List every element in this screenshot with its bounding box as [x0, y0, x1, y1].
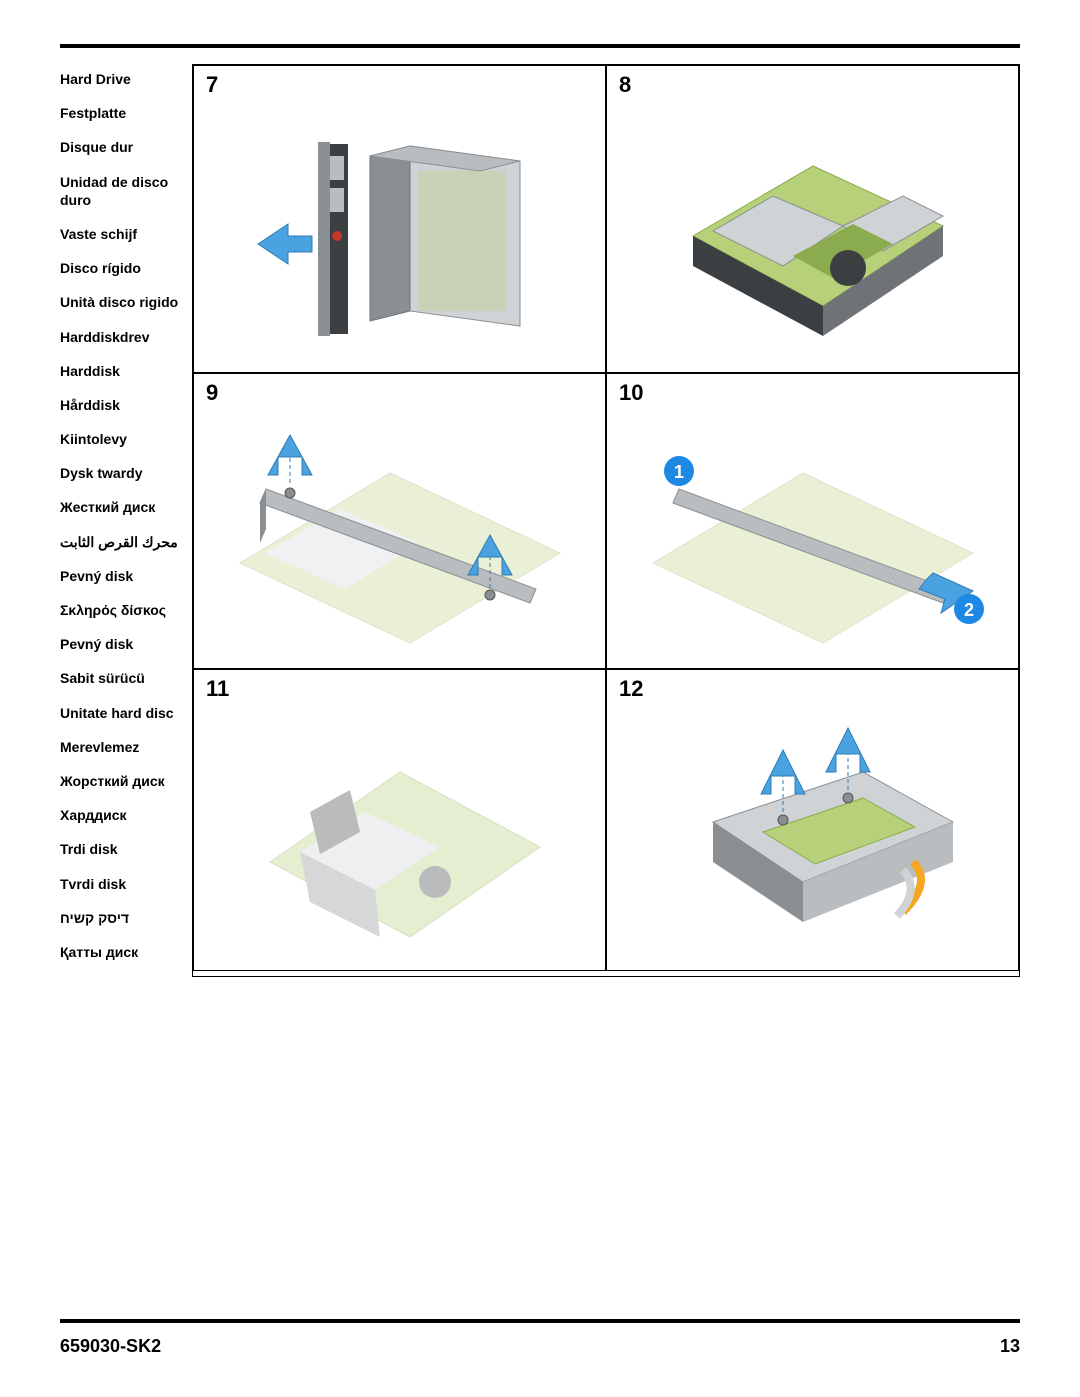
step-cell-9: 9: [193, 373, 606, 669]
sidebar-item: Харддиск: [60, 806, 186, 824]
sidebar-item: Σκληρός δίσκος: [60, 601, 186, 619]
sidebar-item: Merevlemez: [60, 738, 186, 756]
sidebar-item: Жорсткий диск: [60, 772, 186, 790]
sidebar-item: דיסק קשיח: [60, 909, 186, 927]
svg-text:2: 2: [963, 600, 973, 620]
sidebar-item: Hårddisk: [60, 396, 186, 414]
sidebar-item: Жесткий диск: [60, 498, 186, 516]
illustration-front-bezel-removal: [206, 98, 593, 364]
page-footer: 659030-SK2 13: [60, 1336, 1020, 1357]
step-cell-8: 8: [606, 65, 1019, 373]
sidebar-item: Kiintolevy: [60, 430, 186, 448]
sidebar-item: Sabit sürücü: [60, 669, 186, 687]
sidebar-item: Pevný disk: [60, 567, 186, 585]
step-row: 11 12: [193, 669, 1019, 971]
callout-1: 1: [664, 456, 694, 486]
top-rule: [60, 44, 1020, 48]
step-number: 8: [619, 72, 631, 98]
callout-2: 2: [954, 594, 984, 624]
sidebar-item: Pevný disk: [60, 635, 186, 653]
step-row: 7: [193, 65, 1019, 373]
step-cell-12: 12: [606, 669, 1019, 971]
sidebar-item: محرك القرص الثابت: [60, 533, 186, 551]
sidebar-item: Tvrdi disk: [60, 875, 186, 893]
step-grid: 7: [192, 64, 1020, 977]
page-content: Hard Drive Festplatte Disque dur Unidad …: [60, 64, 1020, 977]
illustration-chassis-open: [619, 98, 1006, 364]
sidebar-item: Disque dur: [60, 138, 186, 156]
sidebar-item: Disco rígido: [60, 259, 186, 277]
svg-text:1: 1: [673, 462, 683, 482]
step-number: 9: [206, 380, 218, 406]
part-number: 659030-SK2: [60, 1336, 161, 1357]
step-cell-10: 10 1: [606, 373, 1019, 669]
sidebar-item: Қатты диск: [60, 943, 186, 961]
step-number: 7: [206, 72, 218, 98]
step-cell-11: 11: [193, 669, 606, 971]
step-cell-7: 7: [193, 65, 606, 373]
sidebar-item: Hard Drive: [60, 70, 186, 88]
step-number: 12: [619, 676, 643, 702]
illustration-remove-cage-screws: [206, 406, 593, 660]
sidebar-item: Harddiskdrev: [60, 328, 186, 346]
sidebar-item: Trdi disk: [60, 840, 186, 858]
illustration-remove-hdd-screws: [619, 702, 1006, 962]
sidebar-item: Vaste schijf: [60, 225, 186, 243]
illustration-slide-cage: 1 2: [619, 406, 1006, 660]
page-number: 13: [1000, 1336, 1020, 1357]
step-row: 9: [193, 373, 1019, 669]
step-number: 10: [619, 380, 643, 406]
sidebar-translations: Hard Drive Festplatte Disque dur Unidad …: [60, 64, 192, 977]
step-number: 11: [206, 676, 229, 702]
sidebar-item: Dysk twardy: [60, 464, 186, 482]
illustration-chassis-without-cage: [206, 702, 593, 962]
bottom-rule: [60, 1319, 1020, 1323]
sidebar-item: Unidad de disco duro: [60, 173, 186, 209]
sidebar-item: Unitate hard disc: [60, 704, 186, 722]
sidebar-item: Unità disco rigido: [60, 293, 186, 311]
sidebar-item: Festplatte: [60, 104, 186, 122]
sidebar-item: Harddisk: [60, 362, 186, 380]
